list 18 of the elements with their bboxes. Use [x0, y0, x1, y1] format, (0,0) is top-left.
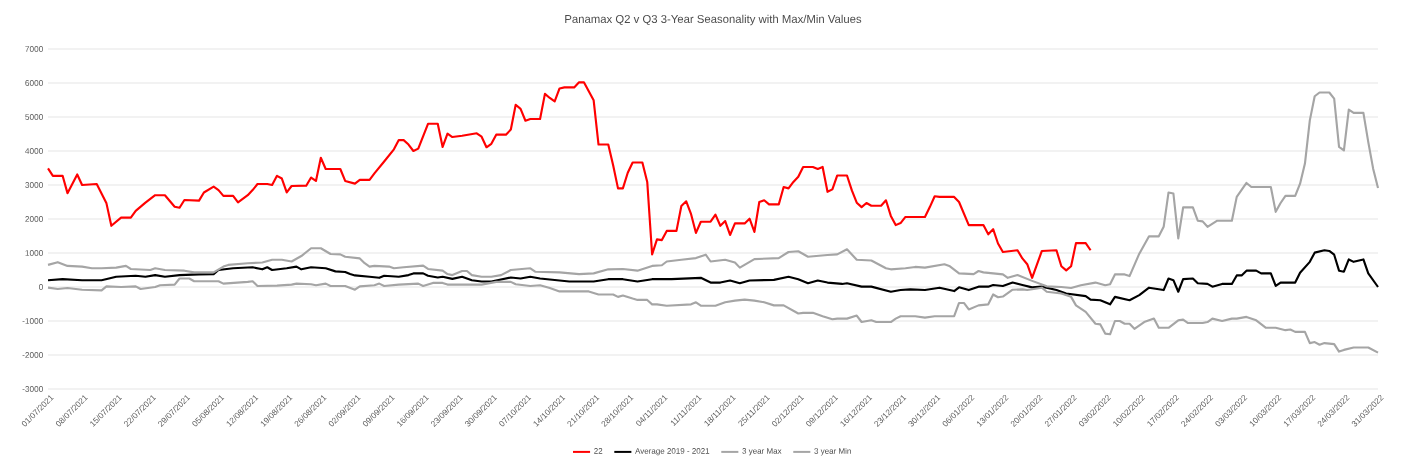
y-tick-label: -3000 — [22, 386, 43, 392]
legend-label: 3 year Min — [814, 447, 851, 456]
y-tick-label: 5000 — [25, 114, 43, 120]
y-tick-label: 1000 — [25, 250, 43, 256]
y-tick-label: 4000 — [25, 148, 43, 154]
y-tick-label: 0 — [39, 284, 43, 290]
legend-label: 3 year Max — [742, 448, 782, 456]
y-tick-label: 6000 — [25, 80, 43, 86]
line-series — [46, 81, 1092, 279]
legend-label: Average 2019 - 2021 — [635, 448, 710, 456]
chart-title: Panamax Q2 v Q3 3-Year Seasonality with Max/Min Values — [565, 14, 862, 26]
line-series — [46, 249, 1380, 306]
y-tick-label: -2000 — [22, 352, 43, 358]
y-tick-label: 3000 — [25, 182, 43, 188]
y-tick-label: 7000 — [25, 46, 43, 52]
y-tick-label: 2000 — [25, 216, 43, 222]
y-tick-label: -1000 — [22, 318, 43, 324]
legend-label: 22 — [594, 448, 603, 454]
